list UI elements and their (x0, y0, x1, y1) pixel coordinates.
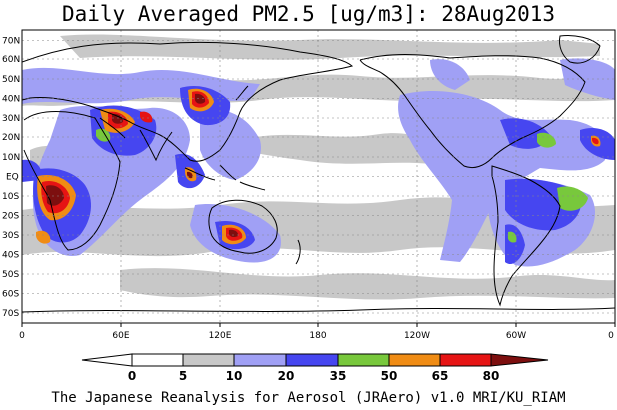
lat-label: 10S (2, 192, 19, 202)
colorbar-box (285, 353, 339, 367)
graticule (22, 30, 615, 323)
lat-label: 20S (2, 212, 19, 222)
lat-label: 70S (2, 309, 19, 319)
colorbar-box (337, 353, 390, 367)
colorbar-box (131, 353, 184, 367)
map-title: Daily Averaged PM2.5 [ug/m3]: 28Aug2013 (61, 2, 556, 26)
colorbar-box (388, 353, 441, 367)
lat-label: 10N (2, 153, 20, 163)
lon-label: 60W (506, 331, 526, 341)
concentration-field (22, 30, 615, 323)
colorbar-tick: 80 (483, 369, 500, 383)
lat-label: 50S (2, 270, 19, 280)
colorbar-box (439, 353, 492, 367)
colorbar-tick: 65 (432, 369, 449, 383)
latitude-labels: 70N 60N 50N 40N 30N 20N 10N EQ 10S 20S 3… (2, 37, 20, 320)
lat-label: 60S (2, 290, 19, 300)
lat-label: 40N (2, 95, 20, 105)
colorbar-ticks: 0 5 10 20 35 50 65 80 (128, 369, 500, 383)
colorbar-high-arrow (490, 353, 549, 367)
credit-footer: The Japanese Reanalysis for Aerosol (JRA… (51, 390, 566, 406)
colorbar-tick: 35 (330, 369, 347, 383)
lat-label: 60N (2, 55, 20, 65)
lon-label: 0 (608, 331, 614, 341)
colorbar (81, 353, 549, 367)
coastlines (22, 35, 615, 313)
lat-label: EQ (6, 173, 19, 183)
lon-label: 120E (209, 331, 232, 341)
colorbar-tick: 20 (278, 369, 295, 383)
colorbar-tick: 50 (381, 369, 398, 383)
lon-label: 120W (404, 331, 430, 341)
colorbar-box (182, 353, 235, 367)
lat-label: 70N (2, 37, 20, 47)
colorbar-tick: 5 (179, 369, 187, 383)
axis-ticks (21, 323, 616, 327)
lat-label: 40S (2, 251, 19, 261)
lat-label: 50N (2, 75, 20, 85)
colorbar-box (233, 353, 287, 367)
lat-label: 30N (2, 114, 20, 124)
lat-label: 20N (2, 133, 20, 143)
lon-label: 180 (309, 331, 326, 341)
longitude-labels: 0 60E 120E 180 120W 60W 0 (19, 331, 614, 341)
colorbar-tick: 10 (226, 369, 243, 383)
lon-label: 0 (19, 331, 25, 341)
lat-label: 30S (2, 231, 19, 241)
colorbar-low-arrow (81, 353, 133, 367)
lon-label: 60E (112, 331, 129, 341)
colorbar-tick: 0 (128, 369, 136, 383)
